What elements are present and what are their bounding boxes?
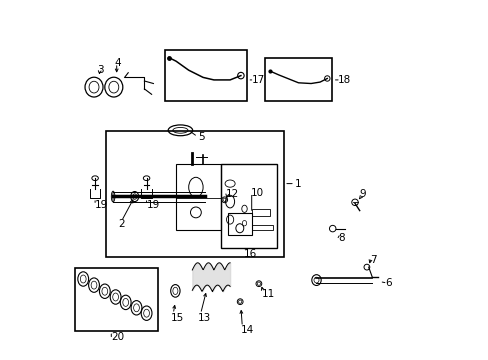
Text: 10: 10 [250,188,264,198]
Text: 11: 11 [261,289,274,300]
Text: 13: 13 [197,312,210,323]
Text: 3: 3 [98,65,104,75]
Bar [75,268,158,331]
Text: 19: 19 [95,200,108,210]
Bar [251,225,273,230]
Bar [251,209,269,216]
Text: 4: 4 [114,58,121,68]
Text: 8: 8 [337,233,344,243]
Text: 18: 18 [337,75,351,85]
Bar [221,164,276,248]
Bar [176,164,221,230]
Text: 5: 5 [197,132,204,142]
Bar [265,58,331,101]
Text: 14: 14 [241,325,254,336]
Text: 2: 2 [118,219,124,229]
Text: 15: 15 [170,312,183,323]
Text: 1: 1 [294,179,301,189]
Bar [228,213,251,235]
Bar [164,50,247,101]
Text: 19: 19 [146,200,160,210]
Text: 9: 9 [359,189,366,199]
Text: 6: 6 [384,278,391,288]
Text: 20: 20 [111,332,124,342]
Text: 16: 16 [244,249,257,259]
Text: 7: 7 [369,255,376,265]
Text: 17: 17 [251,75,264,85]
Ellipse shape [111,191,115,202]
Text: 12: 12 [225,189,239,199]
Bar [106,131,284,257]
